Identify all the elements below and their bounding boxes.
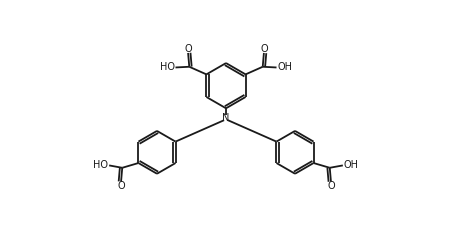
Text: O: O bbox=[184, 44, 192, 54]
Text: O: O bbox=[117, 181, 124, 191]
Text: HO: HO bbox=[159, 62, 174, 73]
Text: O: O bbox=[327, 181, 334, 191]
Text: OH: OH bbox=[343, 160, 358, 170]
Text: O: O bbox=[259, 44, 267, 54]
Text: OH: OH bbox=[277, 62, 292, 73]
Text: HO: HO bbox=[93, 160, 108, 170]
Text: N: N bbox=[222, 113, 229, 123]
